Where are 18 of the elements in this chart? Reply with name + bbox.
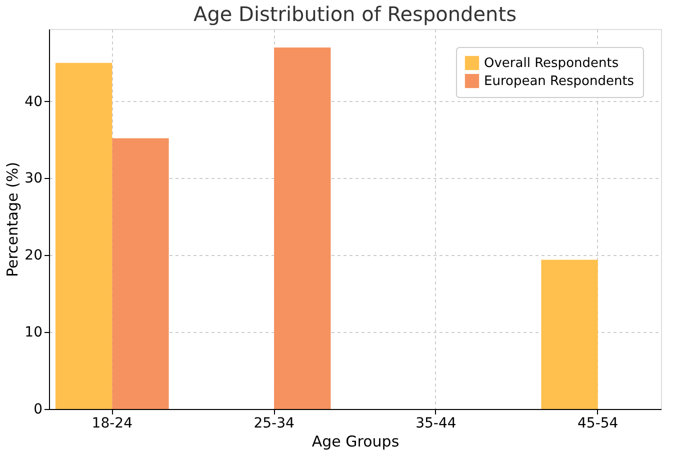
chart-title: Age Distribution of Respondents	[194, 2, 516, 26]
legend-label: European Respondents	[484, 74, 634, 89]
x-tick-label: 45-54	[578, 416, 618, 432]
x-tick-label: 25-34	[254, 416, 294, 432]
x-tick-label: 35-44	[416, 416, 456, 432]
y-tick-label: 0	[34, 402, 42, 418]
bar	[55, 62, 112, 409]
y-tick-label: 10	[24, 324, 42, 341]
y-tick-label: 30	[24, 170, 42, 187]
x-tick-label: 18-24	[92, 416, 133, 432]
legend-label: Overall Respondents	[484, 56, 619, 71]
y-axis-title: Percentage (%)	[4, 162, 22, 278]
x-axis-title: Age Groups	[312, 432, 400, 450]
bar	[274, 47, 331, 409]
bar	[541, 260, 598, 409]
bar	[112, 138, 169, 409]
y-tick-label: 40	[24, 94, 42, 110]
y-tick-label: 20	[24, 248, 42, 264]
